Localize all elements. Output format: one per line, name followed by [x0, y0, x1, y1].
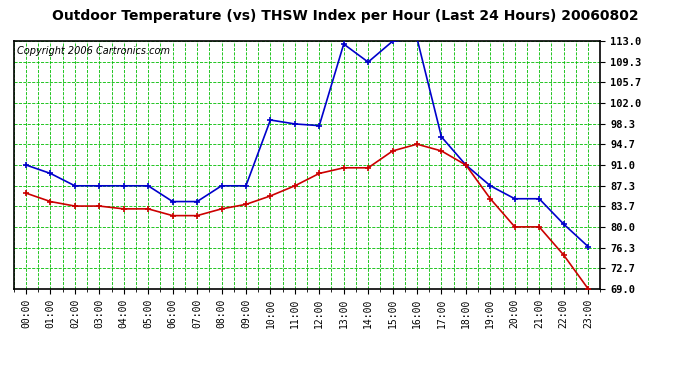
Text: Copyright 2006 Cartronics.com: Copyright 2006 Cartronics.com: [17, 46, 170, 56]
Text: Outdoor Temperature (vs) THSW Index per Hour (Last 24 Hours) 20060802: Outdoor Temperature (vs) THSW Index per …: [52, 9, 638, 23]
